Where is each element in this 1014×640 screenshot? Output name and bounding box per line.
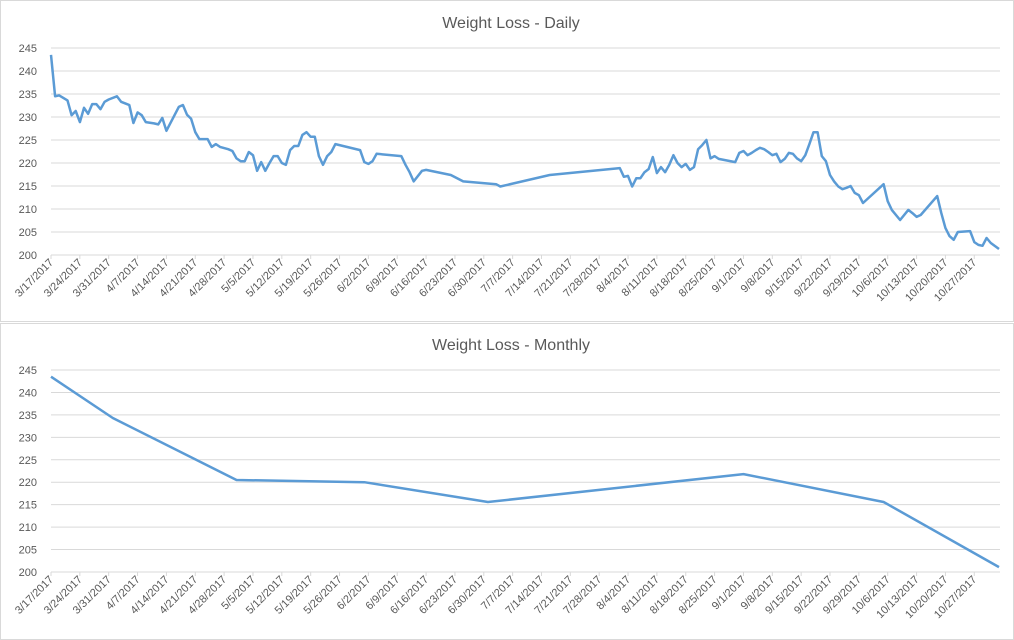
y-tick-label: 210 — [19, 204, 37, 216]
y-tick-label: 225 — [19, 135, 37, 147]
y-tick-label: 205 — [19, 227, 37, 239]
y-tick-label: 230 — [19, 112, 37, 124]
y-tick-label: 240 — [19, 387, 37, 399]
y-tick-label: 245 — [19, 43, 37, 55]
data-line — [50, 375, 1000, 569]
y-tick-label: 240 — [19, 66, 37, 78]
y-tick-label: 230 — [19, 432, 37, 444]
y-tick-label: 215 — [19, 181, 37, 193]
panel — [0, 0, 1014, 322]
data-line — [49, 54, 1000, 251]
panel — [0, 323, 1014, 640]
y-tick-label: 235 — [19, 89, 37, 101]
y-tick-label: 245 — [19, 365, 37, 377]
y-tick-label: 215 — [19, 500, 37, 512]
y-tick-label: 220 — [19, 158, 37, 170]
y-tick-label: 220 — [19, 477, 37, 489]
chart-title: Weight Loss - Daily — [442, 15, 580, 32]
y-tick-label: 205 — [19, 545, 37, 557]
y-tick-label: 200 — [19, 567, 37, 579]
y-tick-label: 235 — [19, 410, 37, 422]
chart-title: Weight Loss - Monthly — [432, 337, 590, 354]
y-tick-label: 200 — [19, 250, 37, 262]
y-tick-label: 210 — [19, 522, 37, 534]
y-tick-label: 225 — [19, 455, 37, 467]
